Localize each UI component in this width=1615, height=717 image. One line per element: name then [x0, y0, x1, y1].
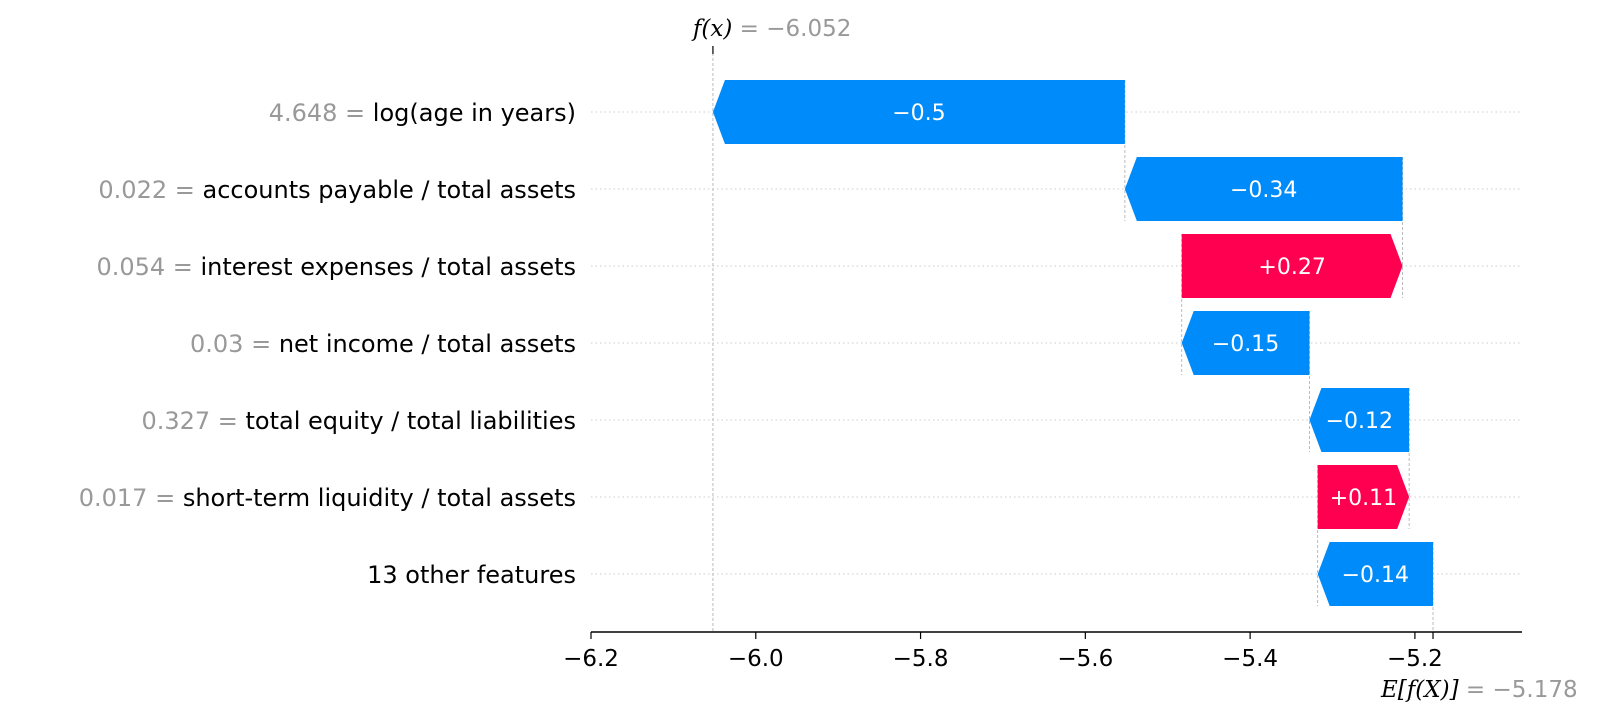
feature-label: 4.648 = log(age in years) [269, 99, 576, 127]
feature-value: 0.03 = [190, 330, 279, 358]
efx-value: = −5.178 [1459, 677, 1578, 703]
efx-symbol: E[f(X)] [1380, 677, 1459, 703]
fx-symbol: f(x) [691, 16, 732, 42]
positive-contribution-bar [1181, 234, 1403, 298]
feature-label: 0.017 = short-term liquidity / total ass… [79, 484, 576, 512]
feature-label: 13 other features [367, 561, 576, 589]
negative-contribution-bar [1124, 157, 1403, 221]
x-tick-label: −5.6 [1057, 646, 1113, 672]
bar-value-label: −0.5 [892, 101, 945, 126]
x-tick-label: −5.2 [1387, 646, 1443, 672]
feature-name: 13 other features [367, 561, 576, 589]
fx-value: = −6.052 [732, 16, 851, 42]
bar-value-label: −0.15 [1212, 332, 1279, 357]
feature-value: 0.022 = [98, 176, 202, 204]
x-tick-label: −5.8 [893, 646, 949, 672]
feature-name: net income / total assets [279, 330, 576, 358]
feature-value: 0.327 = [141, 407, 245, 435]
bar-value-label: −0.14 [1342, 563, 1409, 588]
bar-value-label: +0.27 [1258, 255, 1325, 280]
feature-name: accounts payable / total assets [202, 176, 576, 204]
efx-label: E[f(X)] = −5.178 [1380, 677, 1578, 703]
negative-contribution-bar [1181, 311, 1310, 375]
positive-contribution-bar [1317, 465, 1410, 529]
feature-name: short-term liquidity / total assets [183, 484, 576, 512]
x-tick-label: −6.0 [728, 646, 784, 672]
feature-label: 0.022 = accounts payable / total assets [98, 176, 576, 204]
feature-name: total equity / total liabilities [246, 407, 576, 435]
feature-label: 0.054 = interest expenses / total assets [96, 253, 576, 281]
bar-value-label: −0.12 [1326, 409, 1393, 434]
bar-value-label: −0.34 [1230, 178, 1297, 203]
negative-contribution-bar [712, 80, 1125, 144]
bar-value-label: +0.11 [1330, 486, 1397, 511]
feature-value: 4.648 = [269, 99, 373, 127]
x-tick-label: −6.2 [563, 646, 619, 672]
x-tick-label: −5.4 [1222, 646, 1278, 672]
feature-label: 0.327 = total equity / total liabilities [141, 407, 576, 435]
feature-value: 0.017 = [79, 484, 183, 512]
feature-value: 0.054 = [96, 253, 200, 281]
feature-label: 0.03 = net income / total assets [190, 330, 576, 358]
negative-contribution-bar [1309, 388, 1410, 452]
fx-label: f(x) = −6.052 [691, 16, 851, 42]
feature-name: interest expenses / total assets [201, 253, 576, 281]
negative-contribution-bar [1317, 542, 1434, 606]
feature-name: log(age in years) [373, 99, 576, 127]
